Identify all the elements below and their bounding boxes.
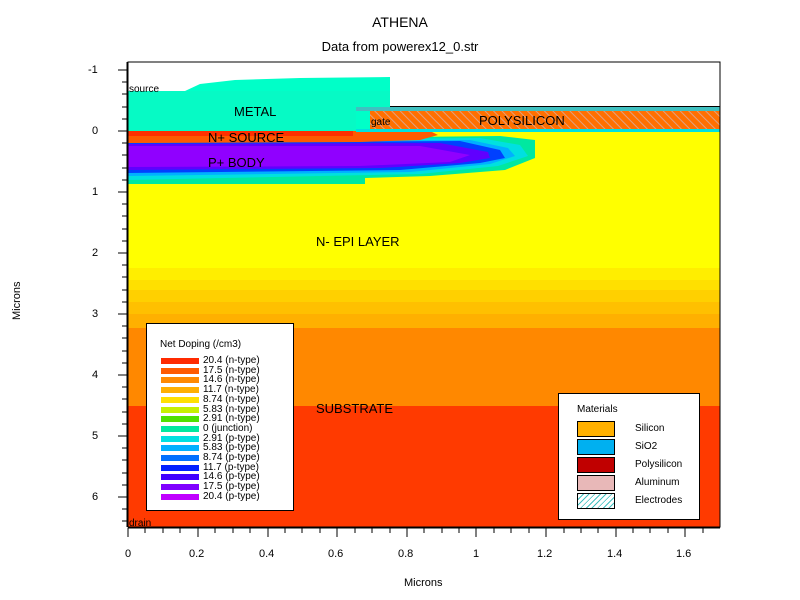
materials-legend: Materials Silicon SiO2 Polysilicon Aluminum…	[558, 393, 700, 520]
doping-legend-swatch	[161, 464, 199, 471]
doping-legend-label: 0 (junction)	[203, 422, 253, 434]
y-tick-label: -1	[88, 64, 98, 76]
epi-layer-label: N- EPI LAYER	[316, 234, 400, 249]
materials-legend-swatch	[577, 475, 615, 491]
doping-legend-label: 20.4 (n-type)	[203, 355, 260, 366]
doping-legend-swatch	[161, 425, 199, 432]
gate-cyan-left	[356, 111, 370, 129]
chart-title: ATHENA	[372, 14, 428, 30]
materials-legend-label: Polysilicon	[635, 459, 683, 470]
gate-oxide	[356, 128, 720, 132]
y-tick-label: 4	[92, 369, 99, 381]
x-axis-title: Microns	[404, 577, 443, 589]
doping-legend-label: 17.5 (p-type)	[203, 481, 260, 493]
n-source-inner	[128, 131, 353, 136]
doping-legend-swatch	[161, 445, 199, 452]
doping-legend-swatch	[161, 406, 199, 413]
plot-border	[127, 61, 721, 528]
doping-legend: Net Doping (/cm3) 20.4 (n-type) 17.5 (n-t…	[146, 323, 294, 511]
x-tick-label: 0	[125, 548, 132, 560]
y-tick-label: 6	[92, 491, 99, 503]
metal-texture	[128, 91, 390, 131]
x-tick-label: 1	[473, 548, 480, 560]
doping-legend-label: 14.6 (p-type)	[203, 471, 260, 483]
x-axis	[127, 527, 720, 537]
epi-band4	[128, 302, 720, 314]
n-source-region	[128, 131, 438, 143]
metal-region	[128, 77, 390, 131]
x-tick-label: 0.4	[259, 548, 275, 560]
doping-legend-swatch	[161, 474, 199, 481]
substrate-label: SUBSTRATE	[316, 401, 394, 416]
y-axis	[118, 62, 128, 527]
materials-legend-label: Electrodes	[635, 495, 683, 506]
polysilicon-body	[370, 111, 720, 129]
doping-legend-label: 8.74 (n-type)	[203, 393, 260, 405]
x-tick-label: 0.6	[328, 548, 344, 560]
x-tick-label: 1.2	[537, 548, 553, 560]
materials-legend-swatch	[577, 493, 615, 509]
polysilicon-label: POLYSILICON	[479, 113, 565, 128]
y-tick-label: 5	[92, 430, 99, 442]
junction-contour-purple	[128, 146, 470, 167]
doping-legend-swatch	[161, 358, 199, 364]
doping-legend-label: 14.6 (n-type)	[203, 374, 260, 386]
gate-electrode-label: gate	[371, 117, 391, 128]
doping-legend-swatch	[161, 484, 199, 491]
doping-legend-swatch	[161, 416, 199, 423]
chart-subtitle: Data from powerex12_0.str	[321, 39, 479, 54]
doping-legend-label: 5.83 (n-type)	[203, 403, 260, 415]
materials-legend-label: Aluminum	[635, 477, 680, 488]
doping-legend-swatch	[161, 396, 199, 403]
doping-legend-swatch	[161, 435, 199, 442]
gate-top-line	[390, 106, 720, 107]
epi-yellow-band1	[128, 268, 720, 280]
x-tick-label: 0.8	[398, 548, 414, 560]
source-electrode-label: source	[129, 84, 160, 95]
x-tick-label: 1.6	[676, 548, 692, 560]
materials-legend-swatch	[577, 457, 615, 473]
metal-label: METAL	[234, 104, 277, 119]
materials-legend-title: Materials	[577, 404, 618, 415]
polysilicon-gate	[356, 107, 720, 129]
materials-legend-swatch	[577, 421, 615, 437]
doping-legend-label: 5.83 (p-type)	[203, 442, 260, 454]
y-tick-label: 0	[92, 125, 99, 137]
doping-legend-title: Net Doping (/cm3)	[160, 339, 242, 350]
gate-electrode-cap	[356, 107, 720, 111]
epi-band2	[128, 280, 720, 290]
y-tick-label: 3	[92, 308, 99, 320]
materials-legend-swatch	[577, 439, 615, 455]
metal-body	[128, 77, 390, 131]
x-tick-label: 0.2	[189, 548, 205, 560]
drain-electrode-label: drain	[129, 518, 152, 529]
doping-legend-label: 11.7 (n-type)	[203, 384, 259, 396]
doping-legend-label: 20.4 (p-type)	[203, 490, 260, 502]
y-tick-label: 2	[92, 247, 99, 259]
doping-legend-swatch	[161, 377, 199, 384]
x-tick-label: 1.4	[607, 548, 623, 560]
y-tick-label: 1	[92, 186, 99, 198]
materials-legend-label: SiO2	[635, 441, 658, 452]
doping-legend-label: 11.7 (p-type)	[203, 461, 259, 473]
doping-legend-label: 2.91 (p-type)	[203, 432, 260, 444]
epi-band3	[128, 290, 720, 302]
materials-legend-label: Silicon	[635, 423, 665, 434]
doping-legend-label: 8.74 (p-type)	[203, 452, 260, 463]
n-source-label: N+ SOURCE	[208, 130, 285, 145]
doping-legend-swatch	[161, 387, 199, 394]
p-body-label: P+ BODY	[208, 155, 265, 170]
doping-legend-label: 17.5 (n-type)	[203, 364, 260, 376]
p-body-contours	[128, 136, 535, 184]
doping-legend-label: 2.91 (n-type)	[203, 413, 260, 425]
doping-legend-swatch	[161, 455, 199, 461]
doping-legend-swatch	[161, 493, 199, 500]
doping-legend-swatch	[161, 367, 199, 374]
